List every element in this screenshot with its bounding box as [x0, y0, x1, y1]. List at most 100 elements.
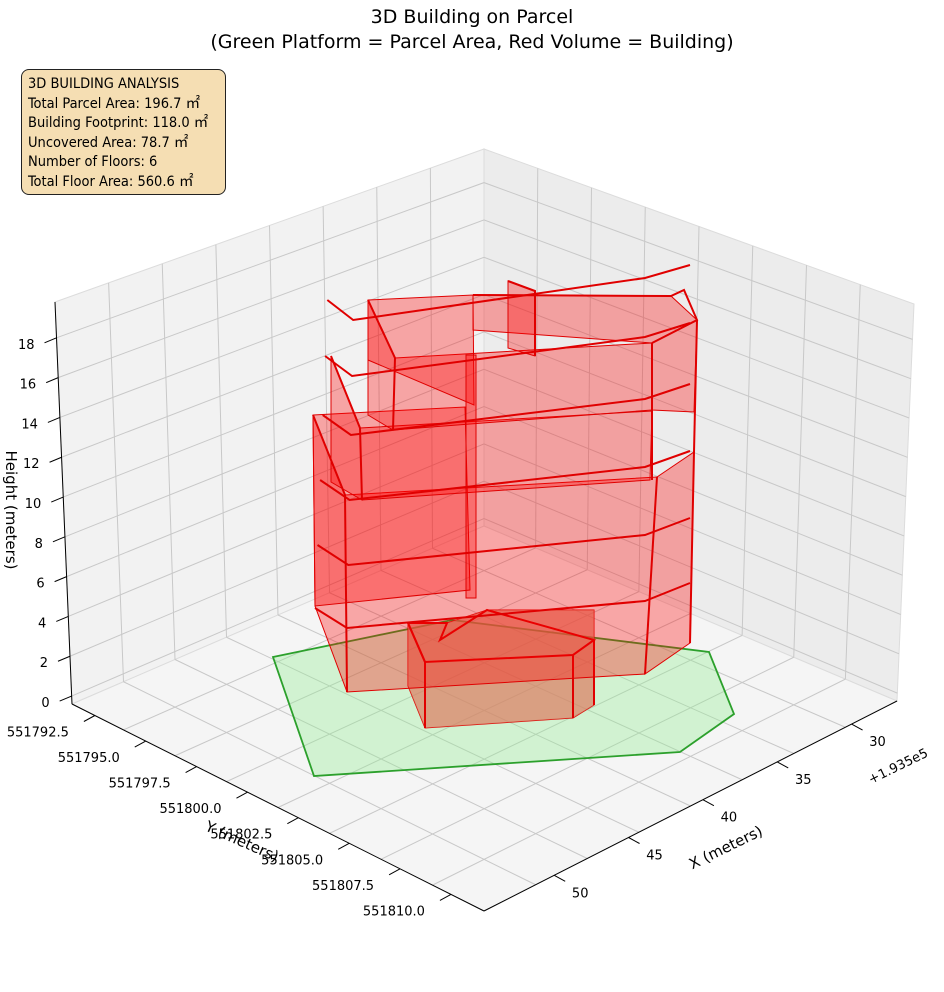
x-gridline [793, 265, 807, 658]
building-volume [312, 264, 699, 729]
z-gridline [64, 368, 905, 538]
z-tick-label: 6 [36, 577, 44, 592]
z-gridline [71, 517, 898, 697]
y-tick-mark [236, 791, 248, 799]
y-tick-label: 551802.5 [210, 828, 272, 843]
z-tick-mark [46, 377, 59, 384]
x-tick-label: 45 [646, 849, 663, 864]
tower-corner-edge [689, 451, 695, 644]
floor-edge [326, 264, 691, 322]
y-tick-mark [83, 715, 96, 722]
z-tick-label: 16 [20, 378, 37, 393]
annex-corner-edge [407, 622, 426, 728]
tower-corner-edge [367, 299, 397, 431]
z-tick-label: 2 [40, 656, 48, 671]
chart-title: 3D Building on Parcel [370, 6, 574, 28]
x-gridline [329, 634, 743, 834]
z-gridline [69, 480, 900, 657]
x-tick-label: 40 [721, 811, 738, 826]
y-tick-label: 551795.0 [58, 751, 120, 766]
z-tick-label: 10 [25, 497, 42, 512]
z-tick-mark [56, 615, 69, 622]
y-tick-mark [185, 766, 197, 774]
gridlines [56, 168, 913, 886]
floor-edge [314, 582, 691, 630]
y-gridline [215, 244, 227, 638]
x-gridline [741, 245, 754, 636]
y-gridline [376, 187, 382, 571]
x-axis-line [483, 700, 898, 912]
x-gridline [586, 187, 592, 570]
tower-corner-edge [330, 355, 363, 501]
annex-base [408, 610, 594, 728]
info-line: Total Parcel Area: 196.7 ㎡ [28, 95, 201, 112]
y-tick-mark [287, 817, 299, 825]
tower-corner-edge [644, 476, 658, 675]
x-tick-mark [702, 799, 715, 807]
tick-labels: 0 2 4 6 8 10 12 14 16 18 551792.5 551795.0 551797.5 5… [7, 337, 886, 919]
x-gridline [432, 678, 846, 886]
z-tick-mark [57, 655, 71, 662]
x-gridline [123, 547, 536, 731]
z-tick-mark [52, 536, 66, 543]
y-gridline [108, 282, 124, 682]
z-tick-mark [51, 496, 64, 503]
stair-core [465, 354, 477, 599]
y-tick-label: 551797.5 [109, 777, 171, 792]
z-tick-mark [44, 337, 57, 344]
y-tick-label: 551810.0 [363, 904, 425, 919]
y-tick-label: 551800.0 [159, 802, 221, 817]
x-axis-label: X (meters) [686, 822, 766, 873]
analysis-info-box: 3D BUILDING ANALYSIS Total Parcel Area: … [21, 69, 226, 195]
info-heading: 3D BUILDING ANALYSIS [28, 76, 180, 92]
z-tick-label: 0 [41, 696, 49, 711]
x-tick-mark [628, 837, 640, 844]
z-gridline [68, 443, 901, 617]
tower-top-back [367, 294, 475, 406]
chart-subtitle: (Green Platform = Parcel Area, Red Volum… [210, 31, 734, 53]
z-gridline [66, 406, 903, 578]
y-tick-label: 551792.5 [7, 726, 69, 741]
y-axis-line [71, 703, 485, 912]
x-gridline [535, 168, 539, 548]
x-tick-mark [851, 723, 863, 731]
z-tick-label: 18 [18, 338, 35, 353]
floor-edge [324, 322, 691, 378]
z-tick-label: 14 [21, 417, 38, 432]
y-tick-mark [134, 740, 146, 748]
z-gridline [63, 331, 906, 498]
tower-corner-edge [312, 414, 348, 693]
floor-edge [319, 450, 691, 502]
y-tick-label: 551805.0 [261, 853, 323, 868]
y-gridline [269, 225, 279, 616]
z-tick-label: 12 [23, 457, 40, 472]
x-tick-label: 30 [869, 735, 886, 750]
y-tick-mark [337, 842, 350, 850]
x-tick-mark [553, 874, 566, 882]
axis-lines [54, 301, 898, 912]
info-line: Total Floor Area: 560.6 ㎡ [28, 173, 194, 190]
annex-top-edge [407, 608, 597, 664]
z-tick-label: 8 [35, 537, 43, 552]
x-tick-label: 35 [795, 773, 812, 788]
z-axis-label: Height (meters) [2, 451, 20, 570]
info-line: Number of Floors: 6 [28, 154, 158, 171]
y-tick-label: 551807.5 [312, 879, 374, 894]
x-offset-label: +1.935e5 [866, 746, 930, 788]
roof-fin [507, 280, 536, 357]
floor-edge [316, 517, 691, 567]
z-tick-mark [59, 695, 72, 702]
x-gridline [174, 569, 588, 757]
y-gridline [429, 168, 433, 549]
z-tick-mark [54, 576, 67, 583]
floor-edge [322, 383, 691, 437]
info-line: Building Footprint: 118.0 ㎡ [28, 115, 209, 132]
tower-corner-edge [693, 319, 698, 453]
y-tick-mark [388, 868, 401, 876]
z-gridline [59, 256, 910, 419]
x-gridline [844, 284, 861, 680]
info-line: Uncovered Area: 78.7 ㎡ [28, 134, 189, 151]
z-tick-mark [49, 456, 62, 463]
z-tick-label: 4 [38, 616, 46, 631]
